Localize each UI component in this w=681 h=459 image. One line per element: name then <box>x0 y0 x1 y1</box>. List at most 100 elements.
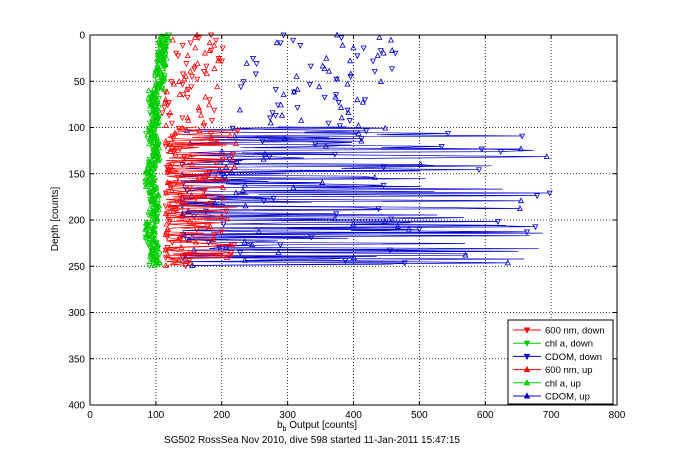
data-point <box>184 237 191 244</box>
data-point <box>180 199 187 206</box>
x-tick-label: 800 <box>609 410 626 421</box>
data-point <box>177 193 184 200</box>
x-tick-label: 200 <box>213 410 230 421</box>
data-point <box>212 37 220 44</box>
data-point <box>162 48 169 55</box>
data-point <box>181 75 188 82</box>
data-point <box>153 217 160 224</box>
data-point <box>170 207 177 214</box>
y-tick-label: 400 <box>68 401 85 412</box>
data-point <box>209 236 217 242</box>
data-point <box>206 39 213 46</box>
data-point <box>167 109 174 116</box>
data-point <box>218 148 226 154</box>
data-point <box>361 97 369 104</box>
data-point <box>517 145 524 152</box>
data-point <box>335 100 342 106</box>
x-tick-label: 100 <box>148 410 165 421</box>
data-point <box>275 249 282 255</box>
data-point <box>293 72 300 79</box>
data-point <box>155 65 162 71</box>
data-point <box>332 93 339 100</box>
data-point <box>187 67 194 74</box>
data-point <box>178 243 185 250</box>
data-point <box>166 112 173 119</box>
data-point <box>153 207 160 214</box>
data-point <box>146 159 153 166</box>
x-tick-label: 700 <box>543 410 560 421</box>
data-point <box>145 212 152 219</box>
data-point <box>155 80 162 87</box>
data-point <box>150 255 157 262</box>
data-point <box>191 62 198 69</box>
data-point <box>149 179 156 185</box>
data-point <box>392 50 399 57</box>
data-point <box>371 68 378 75</box>
data-point <box>242 202 249 209</box>
data-point <box>376 34 383 40</box>
data-point <box>146 258 153 264</box>
x-tick-label: 0 <box>87 410 93 421</box>
data-point <box>179 115 186 122</box>
data-point <box>177 237 184 244</box>
data-point <box>346 118 353 124</box>
data-point <box>360 45 367 52</box>
data-point <box>172 150 179 157</box>
data-point <box>241 181 249 188</box>
data-point <box>345 109 352 116</box>
data-point <box>156 56 163 62</box>
data-point <box>355 129 362 136</box>
data-point <box>224 254 231 261</box>
series-line <box>182 126 547 266</box>
data-point <box>380 182 387 189</box>
legend-marker <box>523 340 531 347</box>
data-point <box>229 151 237 158</box>
data-point <box>201 49 209 56</box>
data-point <box>212 173 220 180</box>
data-point <box>316 83 323 90</box>
data-point <box>207 223 214 229</box>
data-point <box>260 155 267 162</box>
data-point <box>338 35 345 42</box>
data-point <box>234 128 241 135</box>
data-point <box>231 132 238 139</box>
data-point <box>162 203 169 210</box>
data-point <box>231 163 238 170</box>
data-point <box>347 70 354 77</box>
y-tick-labels: 0 50 100 150 200 250 300 350 400 <box>68 31 85 412</box>
data-point <box>183 85 190 92</box>
data-point <box>179 81 186 88</box>
data-point <box>153 132 160 139</box>
data-point <box>389 47 396 53</box>
data-point <box>277 40 284 47</box>
data-point <box>153 153 161 160</box>
data-point <box>164 168 171 175</box>
data-point <box>151 120 158 127</box>
data-point <box>152 98 159 105</box>
data-point <box>155 83 162 90</box>
data-point <box>546 190 553 197</box>
data-point <box>148 243 156 250</box>
data-point <box>281 135 288 141</box>
data-point <box>332 92 340 99</box>
data-point <box>381 217 388 224</box>
data-point <box>240 79 247 86</box>
data-point <box>191 66 198 73</box>
data-point <box>338 104 345 110</box>
data-point <box>255 228 262 235</box>
data-point <box>150 136 158 143</box>
data-point <box>363 128 370 135</box>
y-tick-label: 150 <box>68 169 85 180</box>
data-point <box>519 133 526 140</box>
data-point <box>164 251 171 258</box>
data-point <box>163 54 170 61</box>
data-point <box>219 45 226 52</box>
data-point <box>154 245 161 251</box>
data-point <box>237 250 244 257</box>
data-point <box>148 128 155 135</box>
data-point <box>157 62 164 69</box>
data-point <box>157 41 164 48</box>
data-point <box>196 127 203 134</box>
series-4 <box>142 31 172 268</box>
data-point <box>149 109 156 116</box>
